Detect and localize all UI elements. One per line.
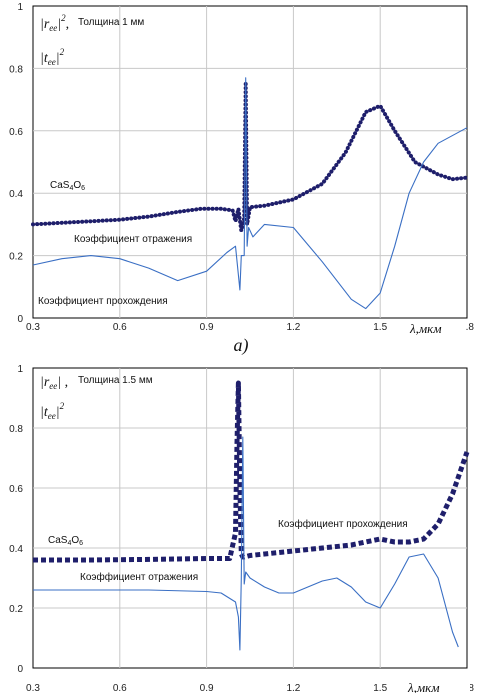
ylabel-r: |ree|2, [40,13,69,33]
material-label: CaS4O6 [50,180,85,192]
transmission-annotation: Коэффициент прохождения [38,295,168,307]
y-tick-label: 0 [17,664,23,675]
y-tick-label: 0.6 [9,484,23,495]
x-tick-label: 0.6 [113,322,127,333]
reflection-annotation: Коэффициент отражения [74,233,192,245]
reflection-annotation: Коэффициент отражения [80,571,198,583]
ylabel-t: |tee|2 [40,47,65,67]
series-line-core [32,83,468,231]
x-tick-label: 0.9 [200,322,214,333]
xlabel-bg [406,320,466,336]
y-tick-label: 0 [17,314,23,325]
transmission-annotation: Коэффициент прохождения [278,518,408,530]
thickness-label: Толщина 1.5 мм [78,375,153,386]
x-tick-label: 1.5 [373,683,387,693]
plot-frame [32,367,468,669]
y-tick-label: 0.4 [9,544,23,555]
xlabel-bg [404,680,470,693]
y-tick-label: 0.6 [9,127,23,138]
chart-1mm: 0.3 0.6 0.9 1.2 1.5 1.8 0 0.2 0.4 0.6 0.8 1 |ree|2,… [9,2,474,336]
series-line-thin [32,77,468,310]
figure-caption: a) [234,335,249,356]
xlabel: λ,мкм [409,321,442,336]
chart-1-5mm: 0.30.60.91.21.51.800.20.40.60.81 |ree| ,… [9,364,474,693]
y-tick-label: 0.2 [9,252,23,263]
x-tick-label: 1.2 [286,683,300,693]
tick-labels: 0.3 0.6 0.9 1.2 1.5 1.8 0 0.2 0.4 0.6 0.8 1 [9,2,474,333]
x-tick-label: 1.2 [286,322,300,333]
series-group [33,380,470,651]
y-tick-label: 1 [17,364,23,375]
x-tick-label: 1.8 [460,322,474,333]
y-tick-label: 0.8 [9,424,23,435]
grid [33,6,467,318]
x-tick-label: 0.6 [113,683,127,693]
y-tick-label: 0.2 [9,604,23,615]
x-tick-label: 1.5 [373,322,387,333]
x-tick-label: 0.3 [26,322,40,333]
series-line-dashed-thick [33,380,470,563]
plot-frame [32,5,468,319]
thickness-label: Толщина 1 мм [78,17,144,28]
x-tick-label: 0.9 [200,683,214,693]
y-tick-label: 0.8 [9,64,23,75]
y-tick-label: 0.4 [9,189,23,200]
ylabel-t: |tee|2 [40,401,65,421]
grid [33,368,467,668]
series-line-thin [33,436,459,651]
x-tick-label: 0.3 [26,683,40,693]
material-label: CaS4O6 [48,535,83,547]
ylabel-r: |ree| , [40,375,68,391]
y-tick-label: 1 [17,2,23,13]
xlabel: λ,мкм [407,680,440,693]
series-group [31,77,469,310]
